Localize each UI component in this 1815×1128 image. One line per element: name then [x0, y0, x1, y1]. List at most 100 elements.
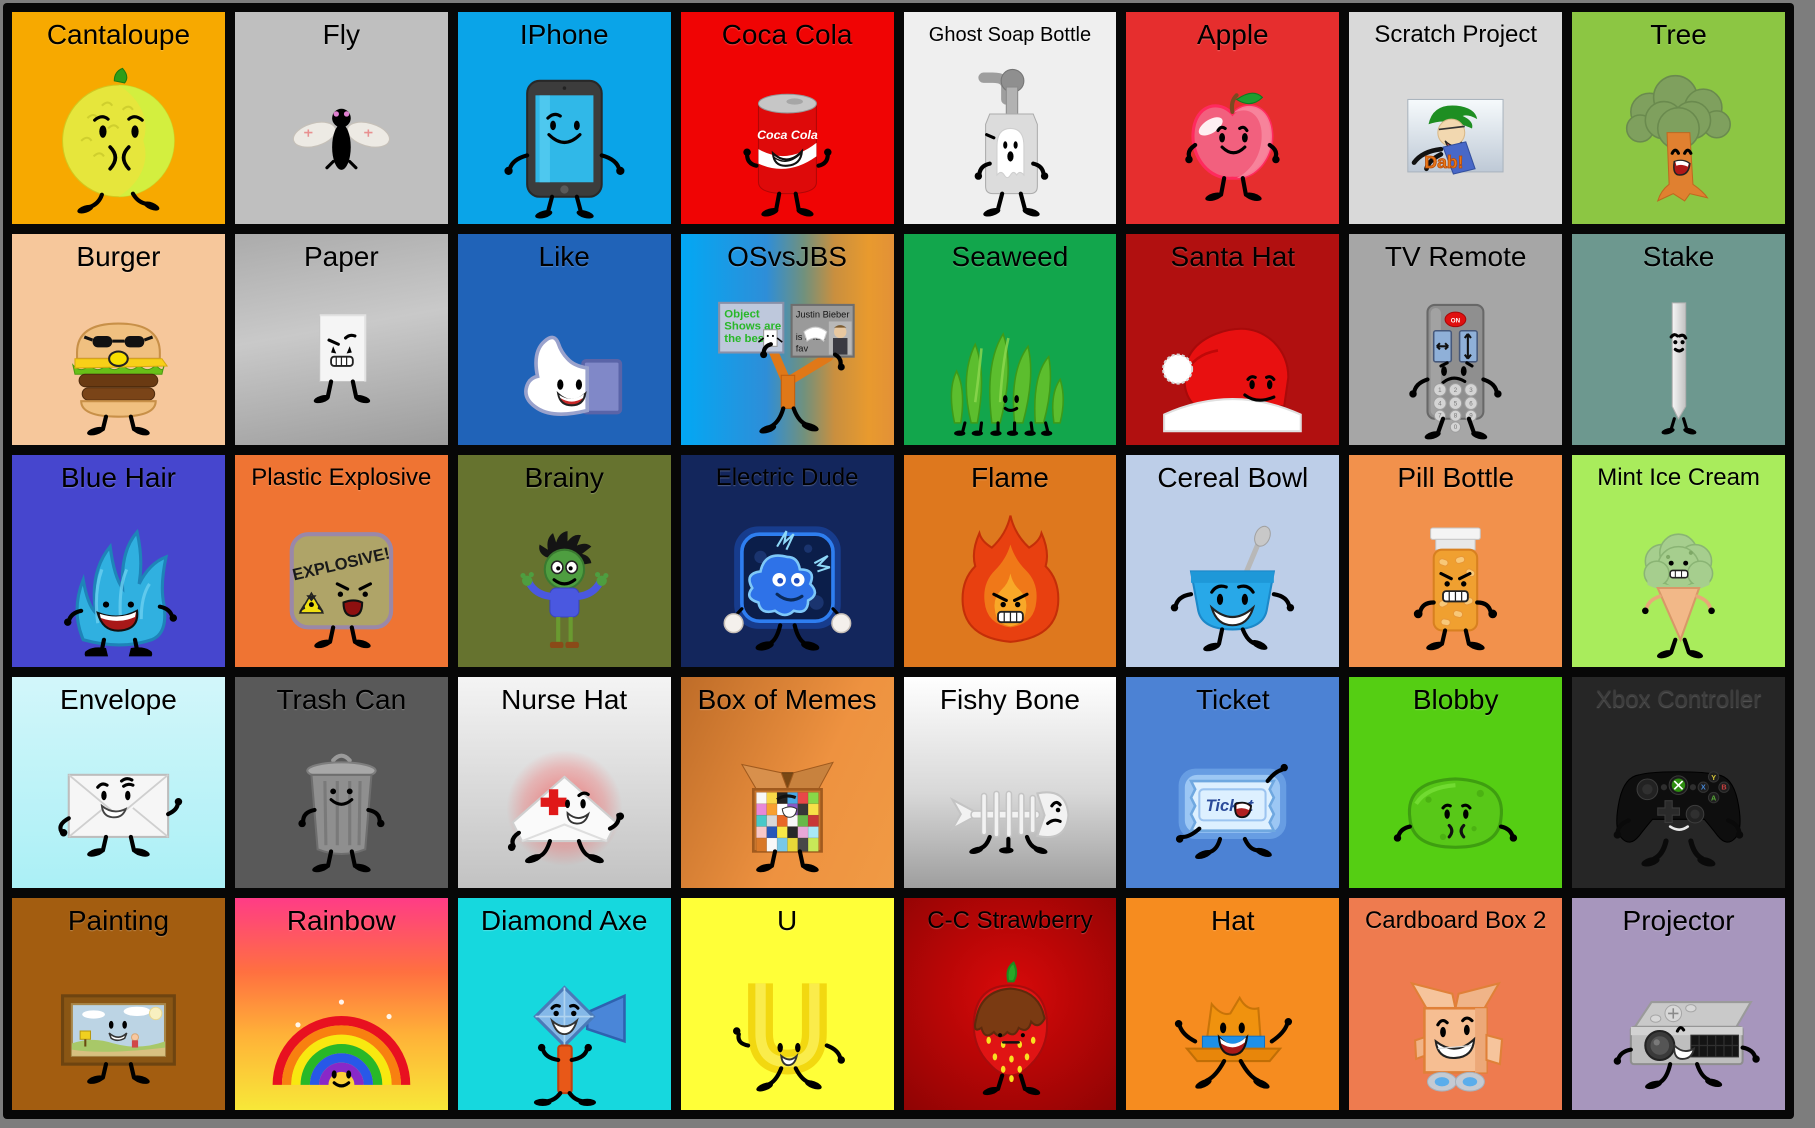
xbox-controller-icon: X Y B A: [1613, 770, 1744, 867]
tile-burger: Burger: [12, 233, 225, 446]
tile-coca-cola: Coca Cola Coca Cola: [680, 12, 894, 224]
blue-hair-icon: [63, 529, 178, 657]
tile-label: IPhone: [519, 19, 609, 50]
tile-label: U: [776, 905, 798, 937]
tile-label: Blobby: [1412, 683, 1499, 715]
tile-label: Xbox Controller: [1595, 685, 1762, 713]
tile-label: Apple: [1197, 19, 1269, 50]
painting-icon: [60, 994, 176, 1085]
tile-label: Brainy: [524, 462, 604, 494]
tile-tv-remote: TV Remote ON 1 2 3 4 5 6 7 8 9 0: [1349, 233, 1563, 446]
u-letter-icon: [732, 983, 845, 1092]
tile-stake: Stake: [1572, 233, 1785, 446]
fly-icon: [292, 108, 390, 170]
svg-text:B: B: [1721, 782, 1726, 791]
svg-text:X: X: [1701, 782, 1706, 791]
tile-blue-hair: Blue Hair: [12, 455, 225, 667]
iphone-icon: [504, 79, 625, 219]
tile-electric-dude: Electric Dude: [680, 455, 894, 667]
tile-paper: Paper: [234, 233, 448, 446]
tile-scratch-project: Scratch Project Dab!: [1349, 12, 1563, 224]
electric-dude-icon: [723, 526, 851, 651]
svg-text:fav: fav: [795, 343, 808, 353]
scratch-project-icon: Dab!: [1407, 98, 1504, 175]
tile-label: Box of Memes: [697, 683, 877, 715]
svg-text:Justin Bieber: Justin Bieber: [795, 309, 849, 319]
coca-cola-icon: Coca Cola: [742, 93, 832, 217]
svg-text:9: 9: [1469, 412, 1473, 419]
tile-label: Fishy Bone: [939, 683, 1080, 715]
tile-cardboard-box-2: Cardboard Box 2: [1349, 898, 1563, 1110]
svg-text:Y: Y: [1711, 773, 1716, 782]
tile-cc-strawberry: C-C Strawberry: [903, 898, 1117, 1110]
trash-can-icon: [298, 753, 385, 873]
tile-label: Cereal Bowl: [1157, 462, 1309, 494]
hat-icon: [1175, 996, 1293, 1090]
like-thumb-icon: [523, 335, 622, 416]
tile-label: Tree: [1650, 19, 1707, 50]
svg-text:4: 4: [1438, 400, 1442, 407]
tile-label: TV Remote: [1384, 240, 1527, 272]
character-grid: Cantaloupe Fly IPhone: [12, 12, 1785, 1110]
tile-label: Plastic Explosive: [251, 464, 432, 492]
tile-label: Burger: [76, 240, 161, 272]
tile-label: Electric Dude: [715, 464, 859, 492]
svg-text:6: 6: [1469, 400, 1473, 407]
diamond-axe-icon: [533, 985, 626, 1107]
osvsjbs-icon: Object Shows are the best Justin Bieber …: [717, 301, 855, 434]
mint-ice-cream-icon: [1642, 533, 1715, 659]
seaweed-icon: [950, 331, 1064, 436]
brainy-icon: [520, 531, 609, 649]
tile-label: Envelope: [60, 683, 177, 715]
cereal-bowl-icon: [1171, 526, 1295, 652]
tile-iphone: IPhone: [457, 12, 671, 224]
tile-label: Stake: [1642, 240, 1715, 272]
tile-hat: Hat: [1126, 898, 1340, 1110]
tile-label: Like: [538, 240, 590, 272]
tile-label: Flame: [971, 462, 1049, 494]
box-of-memes-icon: [740, 761, 834, 873]
tile-rainbow: Rainbow: [234, 898, 448, 1110]
ghost-soap-bottle-icon: [974, 68, 1048, 217]
stake-icon: [1661, 301, 1697, 435]
tile-projector: Projector: [1572, 898, 1785, 1110]
tile-envelope: Envelope: [12, 676, 225, 889]
svg-text:1: 1: [1438, 386, 1442, 393]
paper-icon: [313, 313, 371, 403]
envelope-icon: [58, 773, 183, 857]
tile-osvsjbs: OSvsJBS Object Shows are the best Justin…: [680, 233, 894, 446]
tile-label: Santa Hat: [1170, 240, 1296, 272]
tile-mint-ice-cream: Mint Ice Cream: [1572, 455, 1785, 667]
tile-painting: Painting: [12, 898, 225, 1110]
tile-label: Scratch Project: [1374, 21, 1538, 48]
tile-label: Ticket: [1195, 683, 1270, 715]
tile-label: Rainbow: [286, 905, 396, 937]
pill-bottle-icon: [1414, 527, 1498, 651]
tile-label: Trash Can: [276, 683, 407, 715]
svg-text:the best: the best: [724, 333, 768, 345]
tile-fishy-bone: Fishy Bone: [903, 676, 1117, 889]
tile-xbox-controller: Xbox Controller X Y B A: [1572, 676, 1785, 889]
projector-icon: [1613, 1001, 1760, 1090]
apple-icon: [1185, 92, 1281, 201]
tile-flame: Flame: [903, 455, 1117, 667]
tile-cereal-bowl: Cereal Bowl: [1126, 455, 1340, 667]
tile-u: U: [680, 898, 894, 1110]
tile-label: Seaweed: [951, 240, 1069, 272]
tile-label: Mint Ice Cream: [1597, 464, 1760, 492]
tile-label: Ghost Soap Bottle: [928, 23, 1092, 46]
cantaloupe-icon: [62, 67, 175, 214]
tile-apple: Apple: [1126, 12, 1340, 224]
tile-like: Like: [457, 233, 671, 446]
flame-icon: [961, 515, 1059, 644]
cardboard-box-2-icon: [1410, 982, 1504, 1092]
tile-label: OSvsJBS: [727, 240, 847, 272]
svg-text:Coca Cola: Coca Cola: [757, 128, 818, 142]
tile-diamond-axe: Diamond Axe: [457, 898, 671, 1110]
tile-label: Projector: [1622, 905, 1735, 937]
nurse-hat-icon: [506, 749, 624, 866]
character-grid-board: Cantaloupe Fly IPhone: [3, 3, 1794, 1119]
tile-label: Diamond Axe: [480, 905, 648, 937]
tile-ticket: Ticket Ticket: [1126, 676, 1340, 889]
burger-icon: [71, 322, 169, 436]
